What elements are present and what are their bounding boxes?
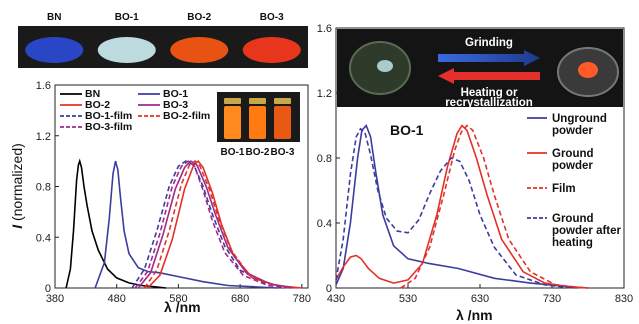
legend-label: Unground powder [552,113,607,137]
legend-label: BN [85,88,100,100]
legend-label: Ground powder after heating [552,213,622,249]
y-axis-unit: (normalized) [9,143,25,221]
vial-label: BO-3 [271,147,295,158]
vial-label: BO-2 [246,147,270,158]
y-tick-label: 0 [326,283,332,295]
grinding-label: Grinding [465,37,513,49]
legend-label-line: powder [552,160,593,172]
series-line-film [400,124,585,289]
photo-bo-1-powder [97,37,156,63]
photo-bo-3-powder [242,37,301,63]
legend-label-line: Ground [552,148,594,160]
x-tick-label: 780 [293,293,311,305]
x-tick-label: 380 [46,293,64,305]
vial-bo-2 [249,106,266,139]
vial-cap [224,98,241,104]
vial-cap [249,98,266,104]
y-tick-label: 0.8 [317,153,332,165]
y-tick-label: 1.2 [317,88,332,100]
y-tick-label: 1.2 [36,131,51,143]
y-tick-label: 1.6 [36,80,51,92]
legend-label: BO-2 [85,99,110,111]
legend-label-line: powder [552,125,593,137]
ground-mortar-glow [578,62,598,78]
x-tick-label: 730 [543,293,561,305]
x-tick-label: 530 [399,293,417,305]
legend-label-line: Ground [552,213,594,225]
legend-label: BO-3-film [85,121,132,133]
left-x-axis-label: λ /nm [164,299,201,315]
photo-bo-2-powder [170,37,229,63]
legend-label: Ground powder [552,148,594,172]
photo-label-bn: BN [47,12,61,23]
vial-bo-1 [224,106,241,139]
photo-label-bo-3: BO-3 [260,12,284,23]
vial-label: BO-1 [221,147,245,158]
photo-label-bo-2: BO-2 [187,12,211,23]
heating-label-line1: Heating or [461,87,518,99]
legend-label: BO-1-film [85,110,132,122]
legend-label-line: heating [552,237,593,249]
y-tick-label: 1.6 [317,23,332,35]
x-tick-label: 630 [471,293,489,305]
heating-arrow [438,68,540,84]
legend-label-line: Film [552,183,576,195]
y-tick-label: 0 [45,283,51,295]
series-line-bo-3 [137,160,296,289]
series-line-ground-powder [335,124,589,289]
left-legend: BN BO-1 BO-2 BO-3 BO-1-film BO-2-film BO-3-fil… [60,88,210,133]
x-tick-label: 680 [231,293,249,305]
x-tick-label: 830 [615,293,633,305]
y-tick-label: 0.4 [317,218,332,230]
photo-strip: BN BO-1 BO-2 BO-3 [18,12,308,68]
y-tick-label: 0.8 [36,182,51,194]
photo-bn-powder [25,37,84,63]
series-line-bn [65,158,167,289]
vial-cap [274,98,291,104]
unground-mortar-glow [377,60,393,72]
series-line-bo-3-film [134,160,293,289]
legend-label-line: powder after [552,225,622,237]
x-tick-label: 430 [327,293,345,305]
right-chart: Grinding Heating or recrystallization 43… [317,23,633,323]
legend-label: BO-3 [163,99,188,111]
y-tick-label: 0.4 [36,232,51,244]
series-line-bo-2 [147,159,302,289]
heating-label-line2: recrystallization [445,97,533,109]
left-chart: 380 480 580 680 780 0 0.4 0.8 1.2 1.6 λ /nm I (no… [9,80,311,315]
y-axis-symbol: I [9,221,25,229]
right-chart-title: BO-1 [390,122,424,138]
grinding-arrow [438,50,540,66]
series-line-bo-2-film [143,160,299,289]
legend-label: BO-1 [163,88,188,100]
series-line-unground-powder [335,123,589,289]
photo-label-bo-1: BO-1 [115,12,139,23]
x-tick-label: 480 [108,293,126,305]
series-line-bo-1-film [131,160,290,289]
x-tick-label: 580 [169,293,187,305]
legend-label: BO-2-film [163,110,210,122]
series-line-ground-powder-after-heating [335,127,574,289]
series-line-bo-1 [94,160,278,289]
right-x-axis-label: λ /nm [456,307,493,323]
left-y-axis-label: I (normalized) [9,143,25,229]
legend-label-line: Unground [552,113,607,125]
vial-inset: BO-1 BO-2 BO-3 [217,92,300,158]
legend-label: Film [552,183,576,195]
grinding-banner: Grinding Heating or recrystallization [337,29,623,109]
vial-bo-3 [274,106,291,139]
